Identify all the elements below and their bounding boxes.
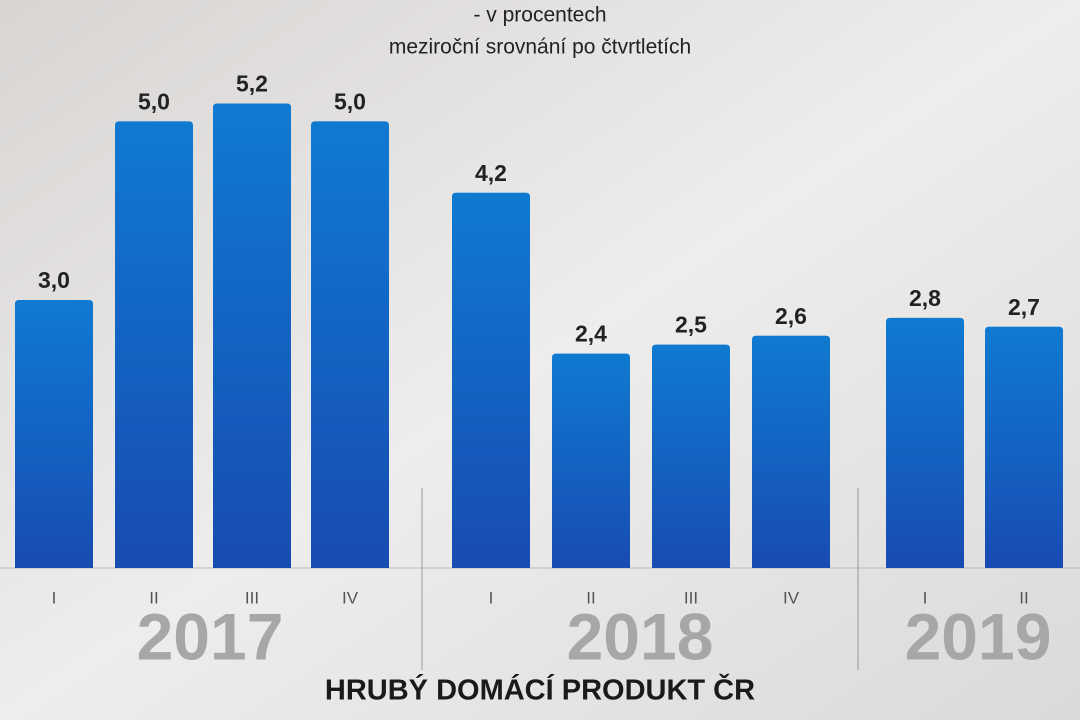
bar-shade: [115, 121, 193, 568]
value-label: 5,0: [334, 88, 366, 114]
x-tick-label: I: [923, 588, 928, 607]
bar-shade: [985, 326, 1063, 568]
value-label: 5,0: [138, 88, 170, 114]
subtitle: - v procentech: [473, 4, 606, 27]
x-tick-label: III: [684, 588, 698, 607]
bar-shade: [452, 192, 530, 569]
bar-shade: [752, 335, 830, 568]
x-tick-label: IV: [342, 588, 359, 607]
bar-shade: [213, 103, 291, 568]
bar-shade: [15, 300, 93, 568]
chart-title: HRUBÝ DOMÁCÍ PRODUKT ČR: [325, 673, 755, 707]
bar-shade: [886, 317, 964, 568]
value-label: 2,7: [1008, 294, 1040, 320]
bar-shade: [552, 353, 630, 568]
year-label: 2017: [137, 599, 284, 673]
bar-shade: [311, 121, 389, 568]
value-label: 2,4: [575, 321, 607, 347]
year-label: 2018: [567, 599, 714, 673]
x-tick-label: IV: [783, 588, 800, 607]
x-tick-label: III: [245, 588, 259, 607]
value-label: 4,2: [475, 160, 507, 186]
subtitle: meziroční srovnání po čtvrtletích: [389, 36, 691, 59]
bar-shade: [652, 344, 730, 568]
x-tick-label: II: [1019, 588, 1028, 607]
value-label: 2,8: [909, 285, 941, 311]
value-label: 5,2: [236, 71, 268, 97]
value-label: 3,0: [38, 267, 70, 293]
value-label: 2,5: [675, 312, 707, 338]
value-label: 2,6: [775, 303, 807, 329]
x-tick-label: II: [586, 588, 595, 607]
x-tick-label: II: [149, 588, 158, 607]
x-tick-label: I: [52, 588, 57, 607]
year-label: 2019: [905, 599, 1052, 673]
x-tick-label: I: [489, 588, 494, 607]
